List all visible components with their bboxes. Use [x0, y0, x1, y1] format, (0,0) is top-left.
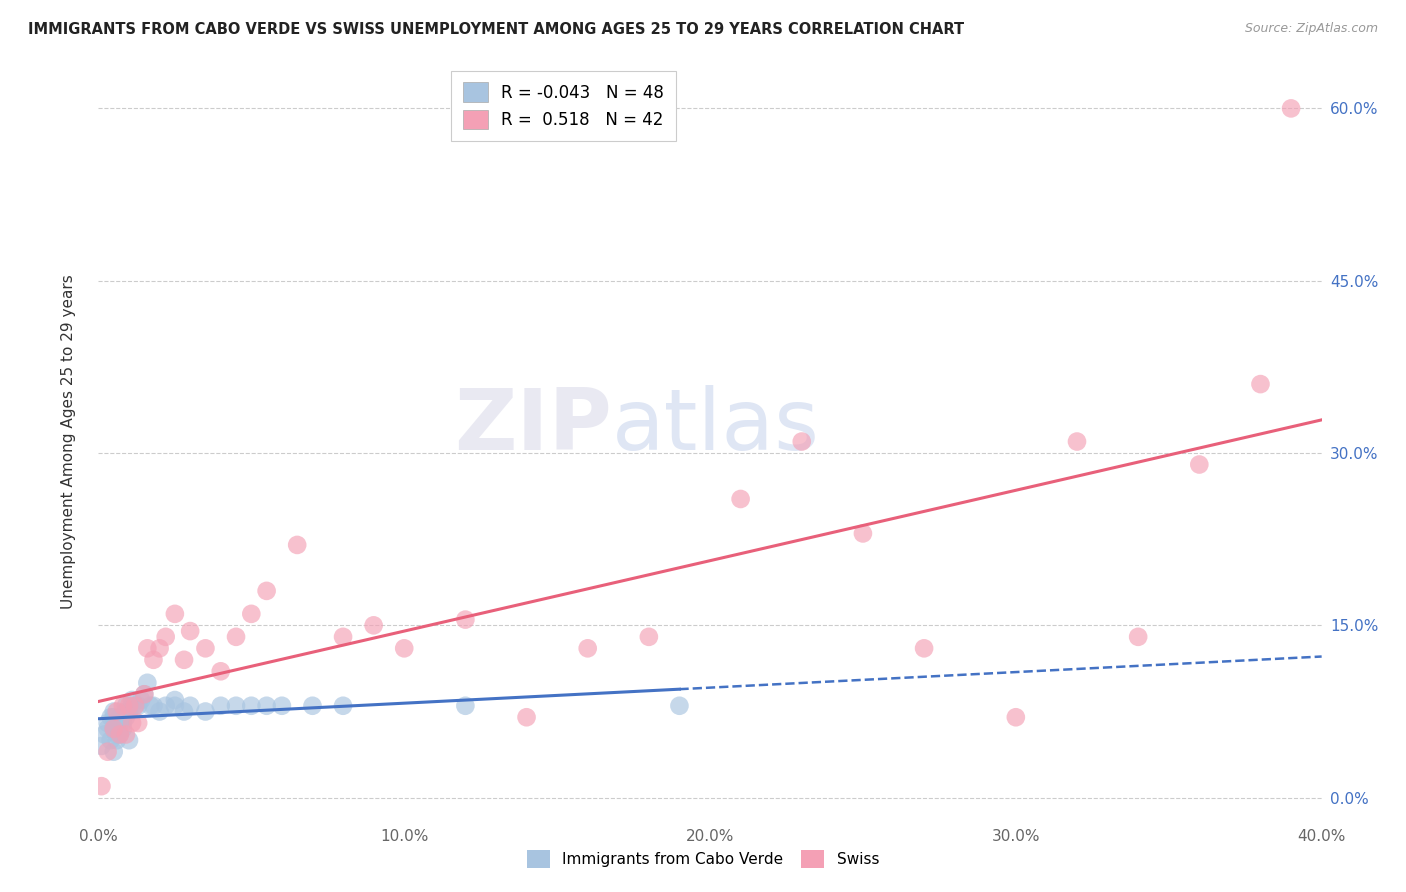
Point	[118, 705, 141, 719]
Point	[134, 687, 156, 701]
Point	[111, 716, 134, 731]
Point	[90, 739, 112, 753]
Point	[90, 779, 112, 793]
Point	[163, 607, 186, 621]
Point	[790, 434, 813, 449]
Point	[209, 665, 232, 679]
Point	[1066, 434, 1088, 449]
Point	[516, 710, 538, 724]
Point	[285, 538, 308, 552]
Point	[149, 705, 172, 719]
Point	[163, 698, 186, 713]
Point	[124, 698, 146, 713]
Point	[103, 705, 125, 719]
Point	[115, 727, 138, 741]
Point	[668, 698, 690, 713]
Point	[912, 641, 935, 656]
Point	[1249, 377, 1271, 392]
Point	[103, 722, 125, 736]
Point	[194, 641, 217, 656]
Point	[127, 698, 149, 713]
Legend: R = -0.043   N = 48, R =  0.518   N = 42: R = -0.043 N = 48, R = 0.518 N = 42	[451, 70, 675, 141]
Point	[105, 716, 128, 731]
Point	[142, 653, 165, 667]
Text: IMMIGRANTS FROM CABO VERDE VS SWISS UNEMPLOYMENT AMONG AGES 25 TO 29 YEARS CORRE: IMMIGRANTS FROM CABO VERDE VS SWISS UNEM…	[28, 22, 965, 37]
Point	[121, 698, 143, 713]
Point	[576, 641, 599, 656]
Point	[179, 698, 201, 713]
Point	[118, 733, 141, 747]
Point	[97, 745, 120, 759]
Point	[256, 698, 278, 713]
Point	[105, 733, 128, 747]
Point	[173, 705, 195, 719]
Point	[108, 727, 131, 741]
Point	[105, 705, 128, 719]
Point	[129, 693, 152, 707]
Point	[1004, 710, 1026, 724]
Point	[100, 733, 122, 747]
Point	[103, 710, 125, 724]
Point	[332, 698, 354, 713]
Point	[225, 630, 247, 644]
Point	[103, 745, 125, 759]
Point	[270, 698, 292, 713]
Point	[136, 675, 159, 690]
Point	[124, 698, 146, 713]
Point	[173, 653, 195, 667]
Point	[392, 641, 416, 656]
Point	[730, 491, 752, 506]
Point	[97, 716, 120, 731]
Point	[105, 727, 128, 741]
Point	[139, 698, 162, 713]
Point	[115, 698, 138, 713]
Point	[111, 698, 134, 713]
Point	[108, 727, 131, 741]
Point	[155, 698, 177, 713]
Point	[1188, 458, 1211, 472]
Point	[97, 722, 120, 736]
Point	[301, 698, 323, 713]
Point	[256, 583, 278, 598]
Text: atlas: atlas	[612, 384, 820, 468]
Point	[103, 722, 125, 736]
Point	[194, 705, 217, 719]
Point	[136, 641, 159, 656]
Text: Source: ZipAtlas.com: Source: ZipAtlas.com	[1244, 22, 1378, 36]
Point	[209, 698, 232, 713]
Point	[454, 698, 477, 713]
Point	[332, 630, 354, 644]
Point	[121, 716, 143, 731]
Point	[118, 698, 141, 713]
Point	[454, 613, 477, 627]
Point	[127, 716, 149, 731]
Point	[93, 727, 115, 741]
Point	[852, 526, 875, 541]
Point	[179, 624, 201, 639]
Point	[163, 693, 186, 707]
Point	[637, 630, 661, 644]
Point	[240, 698, 263, 713]
Point	[115, 705, 138, 719]
Point	[363, 618, 385, 632]
Point	[121, 693, 143, 707]
Point	[1279, 102, 1302, 116]
Point	[240, 607, 263, 621]
Point	[225, 698, 247, 713]
Point	[1128, 630, 1150, 644]
Point	[134, 687, 156, 701]
Point	[108, 710, 131, 724]
Point	[149, 641, 172, 656]
Point	[115, 710, 138, 724]
Point	[155, 630, 177, 644]
Legend: Immigrants from Cabo Verde, Swiss: Immigrants from Cabo Verde, Swiss	[519, 843, 887, 875]
Point	[142, 698, 165, 713]
Point	[111, 722, 134, 736]
Y-axis label: Unemployment Among Ages 25 to 29 years: Unemployment Among Ages 25 to 29 years	[62, 274, 76, 609]
Point	[108, 716, 131, 731]
Text: ZIP: ZIP	[454, 384, 612, 468]
Point	[100, 710, 122, 724]
